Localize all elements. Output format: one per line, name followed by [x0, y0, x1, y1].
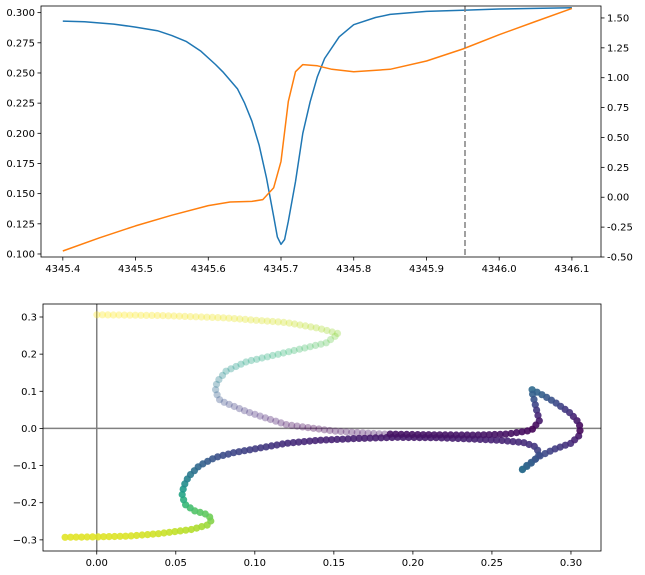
- x-tick-label: 4345.9: [409, 264, 444, 275]
- y-tick-label: 0.275: [6, 38, 35, 49]
- x-tick-label: 4345.7: [264, 264, 299, 275]
- y-tick-label: 0.200: [6, 129, 35, 140]
- x-tick-label: 0.00: [86, 558, 108, 569]
- series-line-2: [63, 8, 572, 251]
- y-tick-label: 0.300: [6, 8, 35, 19]
- top-plot-area: [63, 6, 572, 257]
- y-tick-label: 0.125: [6, 219, 35, 230]
- bottom-plot-area: [43, 304, 601, 551]
- y-right-tick-label: -0.25: [607, 223, 633, 234]
- y-right-tick-label: 1.50: [607, 13, 629, 24]
- y-tick-label: −0.2: [13, 498, 37, 509]
- top-x-axis: 4345.4 4345.5 4345.6 4345.7 4345.8 4345.9 4346…: [45, 257, 589, 275]
- y-tick-label: 0.0: [21, 424, 37, 435]
- y-tick-label: 0.3: [21, 313, 37, 324]
- x-tick-label: 4346.0: [482, 264, 517, 275]
- series-line-1: [63, 8, 572, 245]
- x-tick-label: 0.10: [244, 558, 266, 569]
- y-tick-label: 0.175: [6, 159, 35, 170]
- y-tick-label: 0.1: [21, 387, 37, 398]
- scatter-point: [93, 311, 100, 318]
- x-tick-label: 0.30: [560, 558, 582, 569]
- y-right-tick-label: 0.00: [607, 193, 629, 204]
- y-tick-label: 0.2: [21, 350, 37, 361]
- y-tick-label: −0.1: [13, 461, 37, 472]
- y-tick-label: 0.250: [6, 68, 35, 79]
- x-tick-label: 4346.1: [554, 264, 589, 275]
- y-right-tick-label: 0.50: [607, 133, 629, 144]
- bottom-chart: 0.00 0.05 0.10 0.15 0.20 0.25 0.30 −0.3−0.2−0.…: [13, 304, 601, 569]
- top-right-y-axis: -0.50 -0.25 0.00 0.25 0.50 0.75 1.00 1.25 1.50: [601, 13, 633, 263]
- x-tick-label: 0.25: [481, 558, 503, 569]
- x-tick-label: 4345.8: [336, 264, 371, 275]
- x-tick-label: 0.05: [165, 558, 187, 569]
- y-tick-label: 0.100: [6, 249, 35, 260]
- y-right-tick-label: 0.75: [607, 103, 629, 114]
- y-right-tick-label: 1.00: [607, 73, 629, 84]
- x-tick-label: 4345.5: [118, 264, 153, 275]
- top-left-y-axis: 0.100 0.125 0.150 0.175 0.200 0.225 0.250 0.275…: [6, 8, 41, 260]
- y-tick-label: 0.150: [6, 189, 35, 200]
- x-tick-label: 0.20: [402, 558, 424, 569]
- bottom-y-axis: −0.3 −0.2 −0.1 0.0 0.1 0.2 0.3: [13, 313, 43, 547]
- top-chart: 4345.4 4345.5 4345.6 4345.7 4345.8 4345.9 4346…: [6, 6, 633, 275]
- y-right-tick-label: -0.50: [607, 253, 633, 264]
- x-tick-label: 4345.4: [45, 264, 80, 275]
- bottom-x-axis: 0.00 0.05 0.10 0.15 0.20 0.25 0.30: [86, 551, 582, 569]
- y-tick-label: −0.3: [13, 535, 37, 546]
- y-right-tick-label: 1.25: [607, 43, 629, 54]
- y-tick-label: 0.225: [6, 99, 35, 110]
- y-right-tick-label: 0.25: [607, 163, 629, 174]
- x-tick-label: 4345.6: [191, 264, 226, 275]
- top-axes-frame: [41, 6, 601, 257]
- x-tick-label: 0.15: [323, 558, 345, 569]
